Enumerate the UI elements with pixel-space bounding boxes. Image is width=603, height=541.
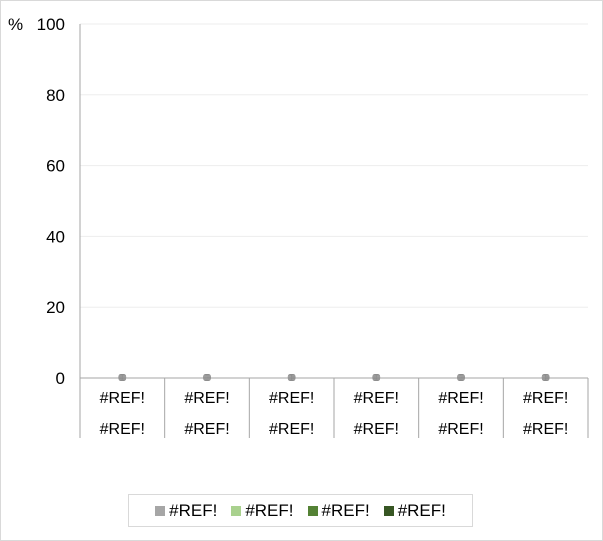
category-label-group: #REF! xyxy=(100,421,145,438)
data-label: 0 xyxy=(458,373,464,384)
data-label: 0 xyxy=(290,373,296,384)
y-tick-label: 80 xyxy=(46,86,65,105)
y-axis-label: % xyxy=(8,15,23,34)
category-label: #REF! xyxy=(184,390,229,407)
y-tick-label: 20 xyxy=(46,298,65,317)
legend-swatch xyxy=(383,505,394,516)
data-label: 0 xyxy=(287,373,293,384)
legend-label: #REF! xyxy=(397,500,446,520)
data-label: 0 xyxy=(459,373,465,384)
y-tick-label: 40 xyxy=(46,227,65,246)
data-label: 0 xyxy=(372,373,378,384)
data-label: 0 xyxy=(544,373,550,384)
y-tick-label: 0 xyxy=(56,369,65,388)
legend-item: #REF! xyxy=(307,500,370,521)
category-label-group: #REF! xyxy=(438,421,483,438)
chart-legend: #REF! #REF! #REF! #REF! xyxy=(128,494,473,527)
legend-item: #REF! xyxy=(231,500,294,521)
data-label: 0 xyxy=(118,373,124,384)
category-label: #REF! xyxy=(354,390,399,407)
legend-item: #REF! xyxy=(155,501,217,521)
legend-label: #REF! xyxy=(169,500,218,520)
data-label: 0 xyxy=(288,373,294,384)
category-label-group: #REF! xyxy=(269,421,314,438)
legend-swatch xyxy=(231,505,242,516)
category-label: #REF! xyxy=(100,390,145,407)
legend-item: #REF! xyxy=(383,500,446,521)
legend-swatch xyxy=(155,505,166,516)
category-label: #REF! xyxy=(269,390,314,407)
data-label: 0 xyxy=(542,373,548,384)
category-label-group: #REF! xyxy=(523,421,568,438)
data-label: 0 xyxy=(289,373,295,384)
data-label: 0 xyxy=(119,373,125,384)
legend-swatch xyxy=(307,505,318,516)
data-label: 0 xyxy=(543,373,549,384)
data-label: 0 xyxy=(375,373,381,384)
category-label: #REF! xyxy=(523,390,568,407)
y-tick-label: 100 xyxy=(37,15,65,34)
data-label: 0 xyxy=(121,373,127,384)
data-label: 0 xyxy=(457,373,463,384)
data-label: 0 xyxy=(460,373,466,384)
legend-label: #REF! xyxy=(321,500,370,520)
data-label: 0 xyxy=(203,373,209,384)
category-label-group: #REF! xyxy=(184,421,229,438)
data-label: 0 xyxy=(205,373,211,384)
category-label-group: #REF! xyxy=(354,421,399,438)
data-label: 0 xyxy=(120,373,126,384)
data-label: 0 xyxy=(206,373,212,384)
data-label: 0 xyxy=(373,373,379,384)
data-label: 0 xyxy=(374,373,380,384)
data-label: 0 xyxy=(541,373,547,384)
data-label: 0 xyxy=(204,373,210,384)
category-label: #REF! xyxy=(438,390,483,407)
legend-label: #REF! xyxy=(245,500,294,520)
y-tick-label: 60 xyxy=(46,157,65,176)
